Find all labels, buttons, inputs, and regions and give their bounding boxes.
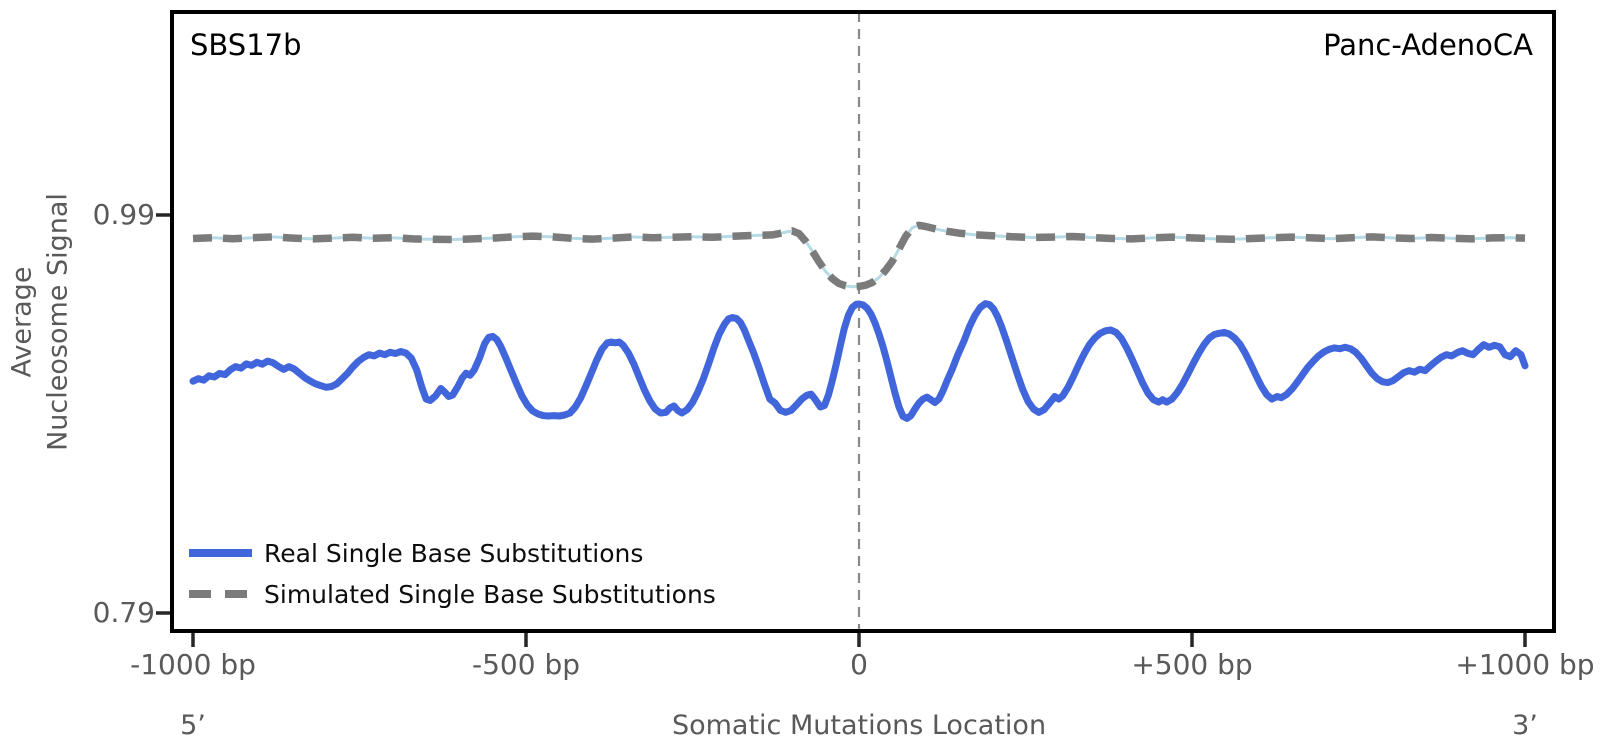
five-prime-label: 5’ [180,710,206,741]
x-axis-label: Somatic Mutations Location [671,710,1047,741]
signature-label: SBS17b [190,28,302,62]
y-axis-label-line2: Nucleosome Signal [42,193,73,451]
plot-border [170,10,1556,633]
y-tick-label-0.79: 0.79 [92,596,155,629]
legend-simulated-label: Simulated Single Base Substitutions [264,580,716,609]
x-tick-label-m1000: -1000 bp [130,648,256,681]
x-tick-label-p500: +500 bp [1131,648,1253,681]
axis-ticks [156,213,1527,647]
x-tick-label-0: 0 [850,648,868,681]
x-tick-label-m500: -500 bp [472,648,580,681]
cohort-label: Panc-AdenoCA [1323,28,1533,62]
real-sbs-line [189,300,1529,422]
legend-real-label: Real Single Base Substitutions [264,539,644,568]
x-tick-label-p1000: +1000 bp [1455,648,1595,681]
y-axis-label: Average Nucleosome Signal [4,193,75,451]
y-tick-label-0.99: 0.99 [92,198,155,231]
three-prime-label: 3’ [1512,710,1538,741]
simulated-sbs-line [192,221,1526,291]
y-axis-label-line1: Average [6,266,38,378]
